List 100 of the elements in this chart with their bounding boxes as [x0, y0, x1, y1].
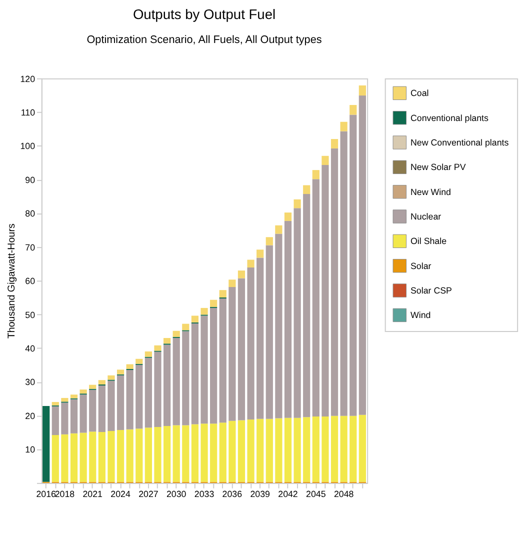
chart-subtitle: Optimization Scenario, All Fuels, All Output types — [86, 34, 322, 46]
bar — [303, 194, 310, 418]
bar — [219, 290, 226, 298]
bar — [247, 420, 254, 482]
bar — [247, 260, 254, 268]
y-tick-label: 100 — [20, 141, 36, 152]
bar — [80, 394, 87, 433]
y-tick-label: 110 — [20, 108, 36, 118]
bar — [108, 431, 115, 482]
x-tick-label: 2018 — [54, 489, 75, 500]
bar — [284, 212, 292, 221]
bar — [238, 278, 246, 420]
bar — [256, 250, 264, 258]
bar — [108, 375, 115, 380]
bar — [358, 414, 366, 482]
bar — [275, 225, 282, 234]
y-tick-label: 80 — [25, 208, 36, 219]
bar — [61, 434, 68, 482]
x-tick-label: 2033 — [194, 489, 214, 500]
x-tick-label: 2030 — [166, 489, 186, 500]
bar — [330, 139, 338, 148]
bar — [330, 416, 338, 482]
bar — [294, 208, 301, 418]
bar — [182, 331, 190, 426]
bar — [172, 338, 180, 426]
bar — [228, 280, 236, 288]
bar — [266, 237, 273, 246]
bar — [275, 418, 282, 482]
legend-label: Nuclear — [410, 211, 442, 222]
bar — [247, 267, 254, 420]
bar — [144, 428, 152, 482]
bar — [200, 308, 208, 315]
bar — [275, 234, 282, 418]
bar — [294, 199, 301, 208]
bar — [238, 270, 246, 278]
legend-label: Solar CSP — [410, 285, 452, 296]
bar — [182, 425, 190, 482]
bar — [284, 220, 292, 418]
bar — [350, 104, 357, 115]
bar — [172, 425, 180, 482]
bar — [163, 338, 171, 344]
bar — [154, 352, 162, 427]
x-tick-label: 2048 — [334, 489, 354, 500]
bar — [61, 402, 68, 434]
bar — [330, 148, 338, 416]
x-tick-label: 2039 — [250, 489, 270, 500]
bar — [340, 131, 348, 416]
bar — [322, 416, 329, 482]
bar — [70, 433, 78, 482]
bar — [98, 432, 106, 482]
legend-label: Oil Shale — [410, 236, 447, 246]
bar — [210, 300, 218, 307]
bar — [322, 156, 329, 165]
bar — [70, 399, 78, 434]
bar — [136, 364, 143, 429]
bar — [358, 85, 366, 96]
bar — [219, 422, 226, 482]
bar — [266, 245, 273, 419]
bar — [126, 429, 134, 482]
bar — [136, 358, 143, 364]
bar — [98, 385, 106, 432]
bar — [191, 316, 199, 322]
x-tick-label: 2021 — [82, 489, 103, 500]
bar — [116, 375, 124, 430]
bar — [219, 298, 226, 423]
bar — [154, 426, 162, 482]
legend-label: New Solar PV — [410, 162, 466, 172]
x-tick-label: 2016 — [36, 489, 56, 500]
bar — [340, 416, 348, 482]
bar — [42, 406, 50, 482]
bar — [350, 114, 357, 416]
y-tick-label: 20 — [25, 410, 36, 421]
legend-label: New Conventional plants — [410, 137, 510, 148]
bar — [340, 122, 348, 132]
legend-label: Conventional plants — [410, 112, 490, 123]
bar — [144, 358, 152, 428]
bar — [116, 430, 124, 482]
chart-title: Outputs by Output Fuel — [132, 6, 276, 22]
bar — [210, 308, 218, 424]
bar — [52, 402, 59, 406]
legend-label: Wind — [410, 310, 431, 320]
bar — [126, 364, 134, 369]
y-tick-label: 70 — [25, 242, 36, 252]
bar — [172, 330, 180, 337]
bar — [70, 394, 78, 398]
bar — [266, 418, 273, 482]
bar — [98, 380, 106, 384]
bar — [163, 426, 171, 482]
y-tick-label: 90 — [25, 174, 36, 185]
bar — [191, 424, 199, 482]
x-tick-label: 2045 — [306, 489, 326, 500]
bar — [210, 424, 218, 482]
bar — [303, 185, 310, 194]
bar — [294, 418, 301, 482]
x-tick-label: 2024 — [110, 489, 130, 500]
legend-label: New Wind — [410, 186, 452, 197]
x-tick-label: 2042 — [278, 489, 298, 500]
y-tick-label: 40 — [25, 344, 36, 354]
bar — [256, 418, 264, 482]
bar — [358, 96, 366, 415]
